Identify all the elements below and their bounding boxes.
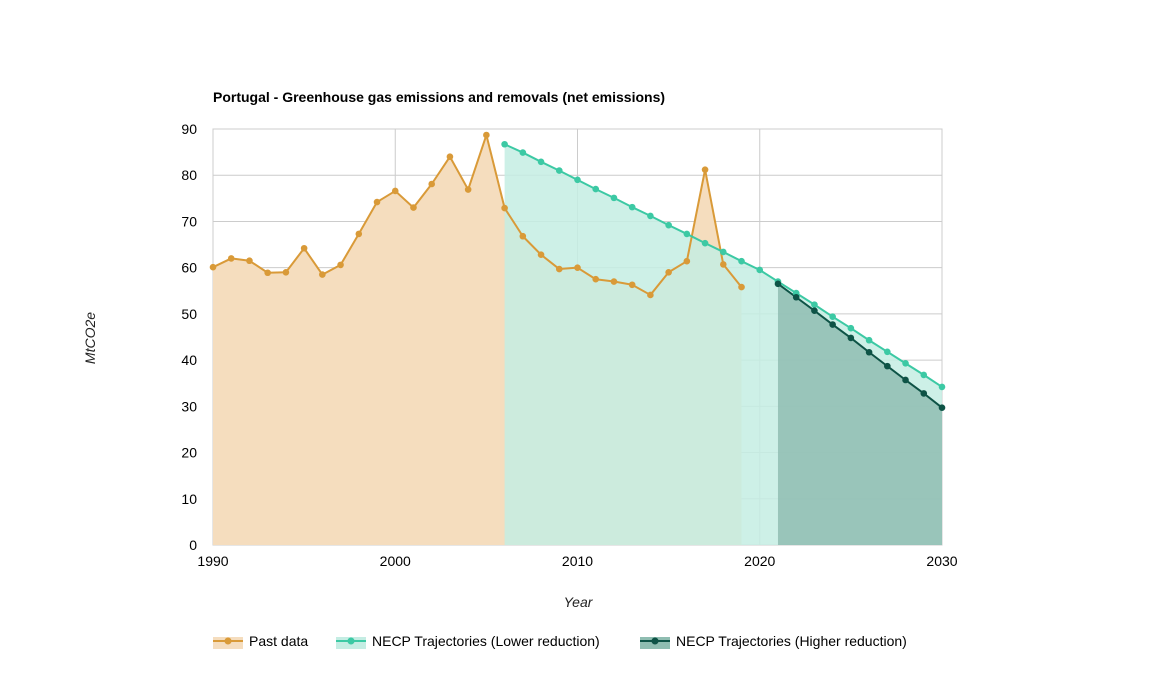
data-point [501, 204, 508, 212]
y-tick-label: 50 [181, 306, 197, 322]
series-line-0 [212, 134, 743, 296]
data-point [574, 264, 581, 271]
legend: Past data NECP Trajectories (Lower reduc… [213, 633, 907, 649]
data-point [501, 140, 508, 148]
data-point [209, 263, 217, 271]
data-point [610, 194, 618, 202]
data-point [628, 203, 636, 211]
series-line-2 [777, 283, 943, 409]
data-point [264, 269, 271, 277]
data-point [756, 266, 764, 274]
data-point [829, 313, 836, 320]
data-point [592, 185, 600, 193]
data-point [938, 404, 946, 412]
data-point [683, 257, 691, 265]
data-point [811, 307, 818, 314]
data-point [738, 283, 745, 291]
data-point [665, 221, 672, 229]
data-point [592, 275, 600, 283]
data-point [227, 255, 235, 262]
data-point [537, 251, 545, 259]
legend-marker-higher-reduction [651, 637, 659, 645]
data-point [701, 239, 709, 247]
data-point [537, 158, 545, 166]
y-tick-label: 10 [181, 491, 197, 507]
x-tick-label: 1990 [197, 553, 228, 569]
data-point [811, 301, 818, 308]
data-points [209, 131, 946, 412]
data-point [410, 204, 417, 211]
data-point [683, 230, 691, 238]
data-point [574, 176, 581, 184]
y-axis-title: MtCO2e [82, 312, 98, 364]
y-tick-label: 60 [181, 260, 197, 276]
data-point [720, 261, 727, 268]
y-tick-label: 70 [181, 213, 197, 229]
y-tick-label: 20 [181, 445, 197, 461]
data-point [847, 334, 855, 342]
data-point [792, 293, 800, 301]
data-point [847, 324, 855, 332]
data-point [610, 278, 618, 285]
x-axis-title: Year [564, 594, 594, 610]
data-point [483, 131, 490, 139]
data-point [555, 265, 563, 273]
data-point [519, 149, 527, 156]
series-area-2 [777, 283, 942, 545]
data-point [246, 257, 253, 265]
legend-marker-lower-reduction [347, 637, 355, 645]
data-point [829, 321, 836, 328]
data-point [647, 291, 654, 299]
data-point [446, 153, 454, 161]
legend-label-lower-reduction: NECP Trajectories (Lower reduction) [372, 633, 600, 649]
y-tick-label: 40 [181, 352, 197, 368]
data-point [300, 244, 308, 252]
data-point [920, 371, 928, 379]
x-tick-label: 2010 [562, 553, 593, 569]
y-tick-label: 80 [181, 167, 197, 183]
data-point [720, 248, 727, 256]
data-point [920, 390, 928, 397]
x-tick-label: 2030 [926, 553, 957, 569]
chart-title: Portugal - Greenhouse gas emissions and … [213, 89, 665, 105]
x-tick-label: 2000 [380, 553, 411, 569]
data-point [337, 261, 344, 269]
data-point [647, 212, 654, 220]
data-point [373, 198, 381, 206]
y-tick-label: 30 [181, 398, 197, 414]
legend-marker-past-data [224, 637, 232, 645]
legend-item-past-data[interactable]: Past data [213, 633, 308, 649]
x-tick-label: 2020 [744, 553, 775, 569]
data-point [628, 281, 636, 289]
data-point [701, 166, 709, 173]
data-point [738, 257, 745, 265]
data-point [555, 167, 563, 174]
data-point [884, 348, 891, 356]
y-tick-label: 0 [189, 537, 197, 553]
data-point [865, 336, 873, 344]
data-point [774, 280, 782, 288]
data-point [391, 187, 399, 195]
data-point [902, 376, 909, 384]
data-point [902, 360, 909, 367]
legend-label-past-data: Past data [249, 633, 308, 649]
data-point [665, 268, 672, 276]
legend-item-lower-reduction[interactable]: NECP Trajectories (Lower reduction) [336, 633, 600, 649]
data-point [938, 383, 946, 391]
data-point [865, 348, 873, 356]
y-tick-label: 90 [181, 121, 197, 137]
data-point [464, 186, 472, 193]
data-point [884, 362, 891, 370]
legend-label-higher-reduction: NECP Trajectories (Higher reduction) [676, 633, 907, 649]
data-point [319, 271, 326, 278]
data-point [519, 232, 527, 240]
data-point [282, 268, 290, 276]
data-point [355, 230, 363, 238]
series-areas [213, 135, 942, 545]
data-point [428, 180, 436, 188]
legend-item-higher-reduction[interactable]: NECP Trajectories (Higher reduction) [640, 633, 907, 649]
